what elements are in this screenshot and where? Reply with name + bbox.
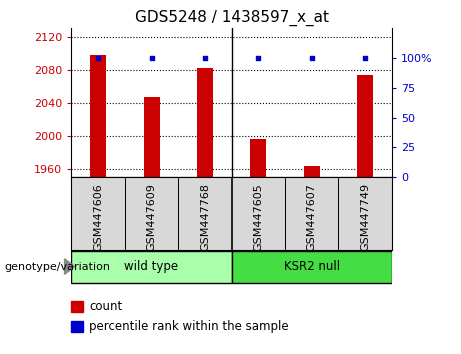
Bar [357, 75, 373, 177]
Text: count: count [89, 300, 122, 313]
Bar [71, 321, 83, 332]
Text: GSM447768: GSM447768 [200, 183, 210, 251]
Point [254, 55, 262, 61]
Polygon shape [65, 259, 75, 274]
Point [361, 55, 369, 61]
Bar [90, 55, 106, 177]
Bar [304, 166, 320, 177]
Text: percentile rank within the sample: percentile rank within the sample [89, 320, 289, 333]
Text: KSR2 null: KSR2 null [284, 260, 340, 273]
Text: GSM447605: GSM447605 [254, 183, 263, 251]
Bar [143, 97, 160, 177]
FancyBboxPatch shape [231, 251, 392, 283]
Bar [250, 139, 266, 177]
Bar [71, 301, 83, 312]
Bar [197, 68, 213, 177]
Point [148, 55, 155, 61]
Text: GSM447609: GSM447609 [147, 183, 157, 251]
Text: GSM447607: GSM447607 [307, 183, 317, 251]
Point [95, 55, 102, 61]
Point [308, 55, 315, 61]
Text: genotype/variation: genotype/variation [5, 262, 111, 272]
FancyBboxPatch shape [71, 251, 231, 283]
Text: GSM447606: GSM447606 [93, 183, 103, 251]
Text: wild type: wild type [124, 260, 178, 273]
Point [201, 55, 209, 61]
Text: GSM447749: GSM447749 [360, 183, 370, 251]
Title: GDS5248 / 1438597_x_at: GDS5248 / 1438597_x_at [135, 9, 329, 25]
